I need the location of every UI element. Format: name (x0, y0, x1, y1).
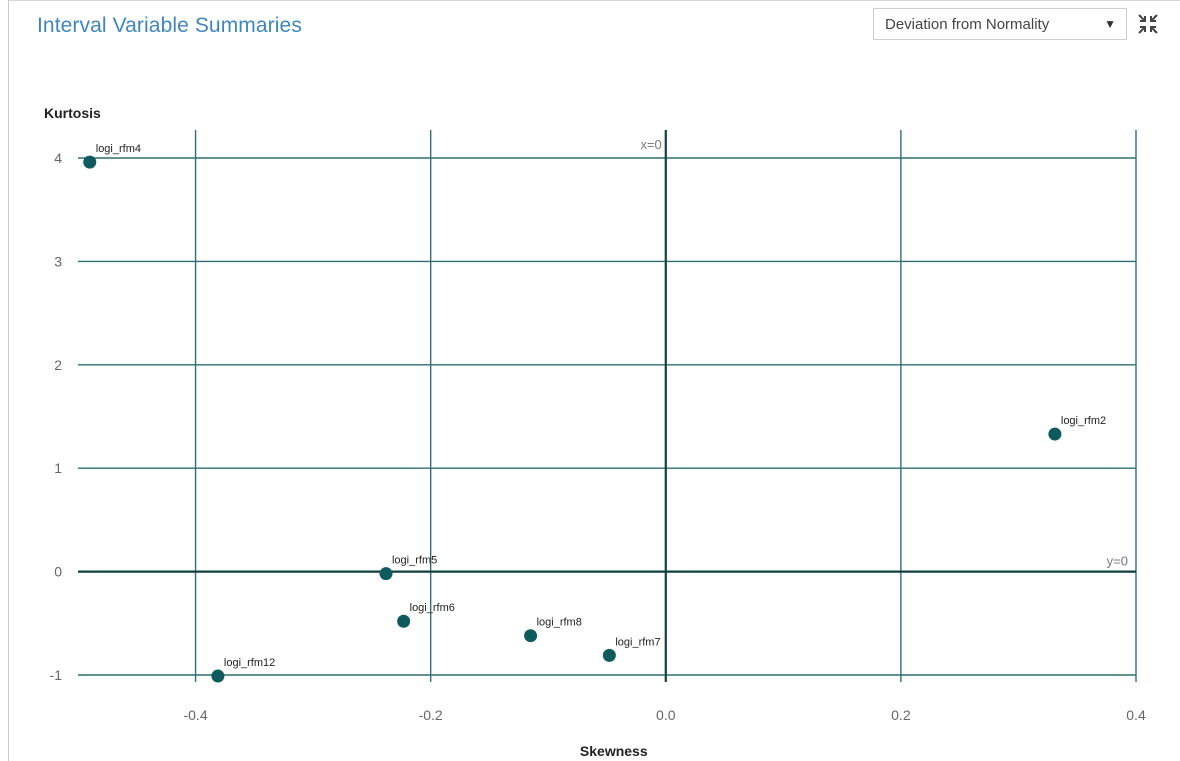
panel-title: Interval Variable Summaries (37, 14, 302, 37)
data-point[interactable] (379, 567, 393, 581)
reference-label-x: x=0 (640, 137, 661, 152)
x-tick-label: -0.2 (419, 707, 443, 723)
reference-lines: x=0 y=0 (78, 130, 1136, 682)
axis-ticks: 4 3 2 1 0 -1 -0.4 -0.2 0.0 0.2 0.4 (50, 150, 1146, 723)
y-axis-title: Kurtosis (44, 105, 101, 121)
data-point-label: logi_rfm4 (96, 143, 141, 155)
dropdown-selected-value: Deviation from Normality (885, 15, 1050, 33)
y-tick-label: 2 (54, 357, 62, 373)
data-point[interactable] (524, 629, 538, 643)
caret-down-icon: ▼ (1104, 17, 1116, 31)
data-point[interactable] (83, 155, 97, 169)
x-tick-label: -0.4 (183, 707, 207, 723)
data-point-label: logi_rfm8 (537, 617, 582, 629)
data-point[interactable] (397, 614, 411, 628)
data-point[interactable] (1048, 427, 1062, 441)
interval-variable-summaries-panel: Interval Variable Summaries Deviation fr… (8, 0, 1180, 761)
grid-layer (78, 130, 1137, 682)
x-axis-title: Skewness (580, 743, 648, 759)
y-tick-label: 0 (54, 564, 62, 580)
y-tick-label: 4 (54, 150, 62, 166)
y-tick-label: 1 (54, 460, 62, 476)
x-tick-label: 0.0 (656, 707, 676, 723)
data-point[interactable] (211, 669, 225, 683)
data-point-label: logi_rfm12 (224, 657, 275, 669)
data-points: logi_rfm4 logi_rfm2 logi_rfm5 logi_rfm6logi… (83, 143, 1106, 683)
collapse-arrows-icon[interactable] (1137, 13, 1159, 35)
x-tick-label: 0.2 (891, 707, 911, 723)
data-point-label: logi_rfm2 (1061, 415, 1106, 427)
y-tick-label: -1 (50, 667, 63, 683)
data-point-label: logi_rfm5 (392, 555, 437, 567)
x-tick-label: 0.4 (1126, 707, 1146, 723)
y-tick-label: 3 (54, 253, 62, 269)
statistic-dropdown[interactable]: Deviation from Normality ▼ (873, 8, 1127, 40)
data-point-label: logi_rfm7 (615, 636, 660, 648)
reference-label-y: y=0 (1107, 554, 1128, 569)
data-point-label: logi_rfm6 (410, 602, 455, 614)
data-point[interactable] (602, 648, 616, 662)
